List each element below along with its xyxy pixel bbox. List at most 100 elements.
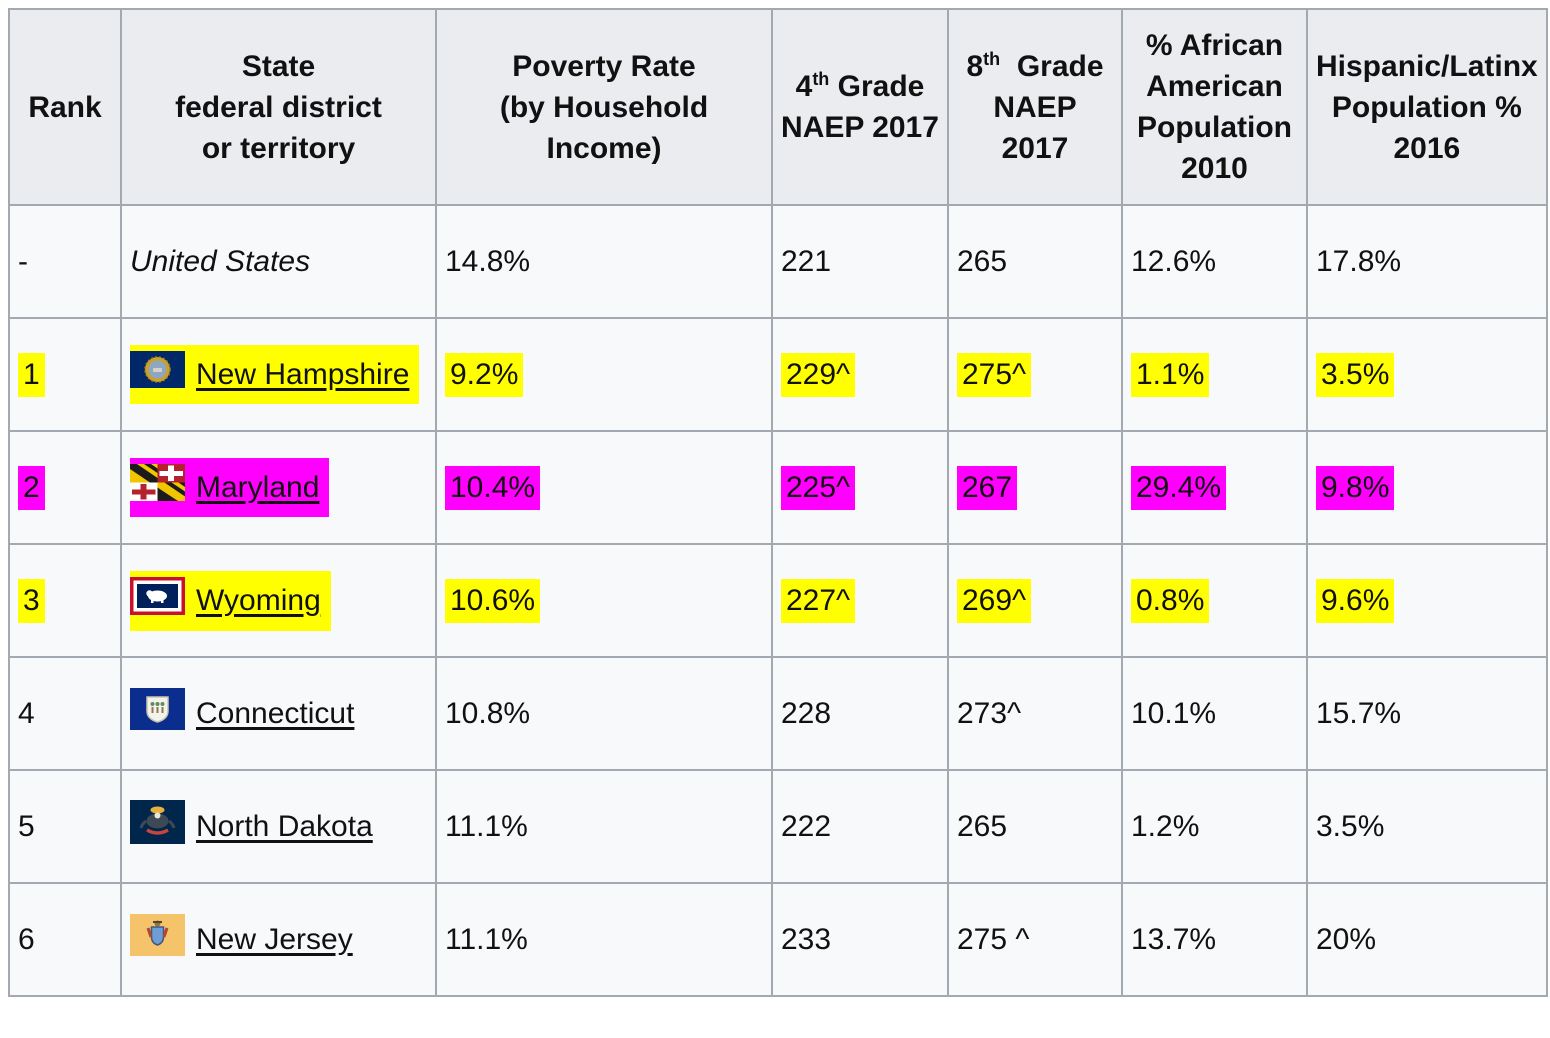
new-hampshire-link-label: New Hampshire [196,357,410,391]
connecticut-hispanic-cell: 15.7% [1306,656,1548,771]
maryland-poverty-value: 10.4% [445,465,541,510]
connecticut-afram-value: 10.1% [1131,696,1217,730]
header-line: federal district [175,90,382,124]
connecticut-state-cell: Connecticut [120,656,437,771]
maryland-link[interactable]: Maryland [130,458,330,517]
header-cell-afram: % African American Population 2010 [1121,8,1308,206]
table-header: Rank State federal district or territory Pov… [8,8,1548,206]
north-dakota-state-cell: North Dakota [120,769,437,884]
new-hampshire-naep4-cell: 229^ [771,317,949,432]
united-states-naep8-value: 265 [957,244,1008,278]
header-line-number: 8 [966,49,984,83]
maryland-flag-icon[interactable] [130,464,185,511]
header-cell-state: State federal district or territory [120,8,437,206]
header-line: % African [1145,29,1284,62]
connecticut-link[interactable]: Connecticut [130,687,355,740]
maryland-naep4-cell: 225^ [771,430,949,545]
new-jersey-hispanic-cell: 20% [1306,882,1548,997]
united-states-state-cell: United States [120,204,437,319]
new-jersey-afram-value: 13.7% [1131,922,1217,956]
new-hampshire-naep8-value: 275^ [957,352,1032,397]
connecticut-poverty-cell: 10.8% [435,656,773,771]
new-jersey-afram-cell: 13.7% [1121,882,1308,997]
header-line: State [241,49,316,83]
north-dakota-link[interactable]: North Dakota [130,799,373,854]
north-dakota-afram-cell: 1.2% [1121,769,1308,884]
united-states-afram-value: 12.6% [1131,244,1217,278]
north-dakota-naep4-cell: 222 [771,769,949,884]
maryland-naep4-value: 225^ [781,465,856,510]
states-poverty-naep-table: Rank State federal district or territory Pov… [8,8,1548,997]
table-row-wyoming: 3 Wyoming 10.6% 227^ 269^ 0.8% 9.6% [8,543,1548,658]
north-dakota-hispanic-cell: 3.5% [1306,769,1548,884]
header-line: Poverty Rate [512,49,696,83]
new-jersey-poverty-cell: 11.1% [435,882,773,997]
new-jersey-naep8-value: 275 ^ [957,922,1030,956]
header-ordinal-suffix: th [812,69,830,89]
maryland-afram-cell: 29.4% [1121,430,1308,545]
header-line: (by Household Income) [499,90,717,165]
header-line-number: 4 [795,70,813,103]
wyoming-link[interactable]: Wyoming [130,570,331,631]
wyoming-flag-icon[interactable] [130,576,185,625]
wyoming-hispanic-cell: 9.6% [1306,543,1548,658]
north-dakota-hispanic-value: 3.5% [1316,809,1385,843]
wyoming-naep8-value: 269^ [957,578,1032,623]
connecticut-hispanic-value: 15.7% [1316,696,1402,730]
new-hampshire-rank-cell: 1 [8,317,122,432]
new-hampshire-afram-value: 1.1% [1131,352,1210,397]
united-states-rank-cell: - [8,204,122,319]
new-jersey-link[interactable]: New Jersey [130,913,353,966]
new-hampshire-link[interactable]: New Hampshire [130,345,420,404]
header-line: American [1146,70,1283,103]
wyoming-naep4-cell: 227^ [771,543,949,658]
north-dakota-naep8-cell: 265 [947,769,1123,884]
header-cell-poverty: Poverty Rate (by Household Income) [435,8,773,206]
table-row-united-states: - United States 14.8% 221 265 12.6% 17.8% [8,204,1548,319]
wyoming-rank-value: 3 [18,578,45,623]
maryland-naep8-value: 267 [957,465,1018,510]
header-line: Population [1137,111,1292,144]
new-hampshire-state-cell: New Hampshire [120,317,437,432]
united-states-rank-value: - [18,244,28,278]
table-row-maryland: 2 Maryland 10.4% 225^ 267 29.4% 9.8% [8,430,1548,545]
united-states-poverty-cell: 14.8% [435,204,773,319]
header-line: or territory [201,131,356,165]
new-hampshire-naep4-value: 229^ [781,352,856,397]
united-states-naep8-cell: 265 [947,204,1123,319]
wyoming-rank-cell: 3 [8,543,122,658]
maryland-rank-cell: 2 [8,430,122,545]
maryland-state-cell: Maryland [120,430,437,545]
north-dakota-naep4-value: 222 [781,809,832,843]
header-cell-naep8: 8th Grade NAEP 2017 [947,8,1123,206]
connecticut-naep4-value: 228 [781,696,832,730]
new-jersey-poverty-value: 11.1% [445,922,528,956]
connecticut-rank-cell: 4 [8,656,122,771]
table-row-new-hampshire: 1 New Hampshire 9.2% 229^ 275^ 1.1% 3.5% [8,317,1548,432]
new-jersey-naep4-cell: 233 [771,882,949,997]
connecticut-naep8-cell: 273^ [947,656,1123,771]
new-hampshire-flag-icon[interactable] [130,351,185,398]
united-states-afram-cell: 12.6% [1121,204,1308,319]
north-dakota-flag-icon[interactable] [130,799,185,854]
wyoming-hispanic-value: 9.6% [1316,578,1395,623]
connecticut-flag-icon[interactable] [130,687,185,740]
north-dakota-naep8-value: 265 [957,809,1008,843]
north-dakota-rank-value: 5 [18,809,35,843]
table-body: - United States 14.8% 221 265 12.6% 17.8% 1 New … [8,204,1548,997]
new-hampshire-poverty-cell: 9.2% [435,317,773,432]
wyoming-afram-cell: 0.8% [1121,543,1308,658]
connecticut-link-label: Connecticut [196,696,355,730]
wyoming-naep8-cell: 269^ [947,543,1123,658]
header-line: NAEP 2017 [781,111,939,144]
connecticut-rank-value: 4 [18,696,35,730]
united-states-hispanic-cell: 17.8% [1306,204,1548,319]
header-line-text: Grade [829,70,925,103]
new-jersey-rank-value: 6 [18,922,35,956]
header-cell-naep4: 4th Grade NAEP 2017 [771,8,949,206]
new-jersey-flag-icon[interactable] [130,913,185,966]
new-hampshire-hispanic-value: 3.5% [1316,352,1395,397]
connecticut-afram-cell: 10.1% [1121,656,1308,771]
new-jersey-naep4-value: 233 [781,922,832,956]
